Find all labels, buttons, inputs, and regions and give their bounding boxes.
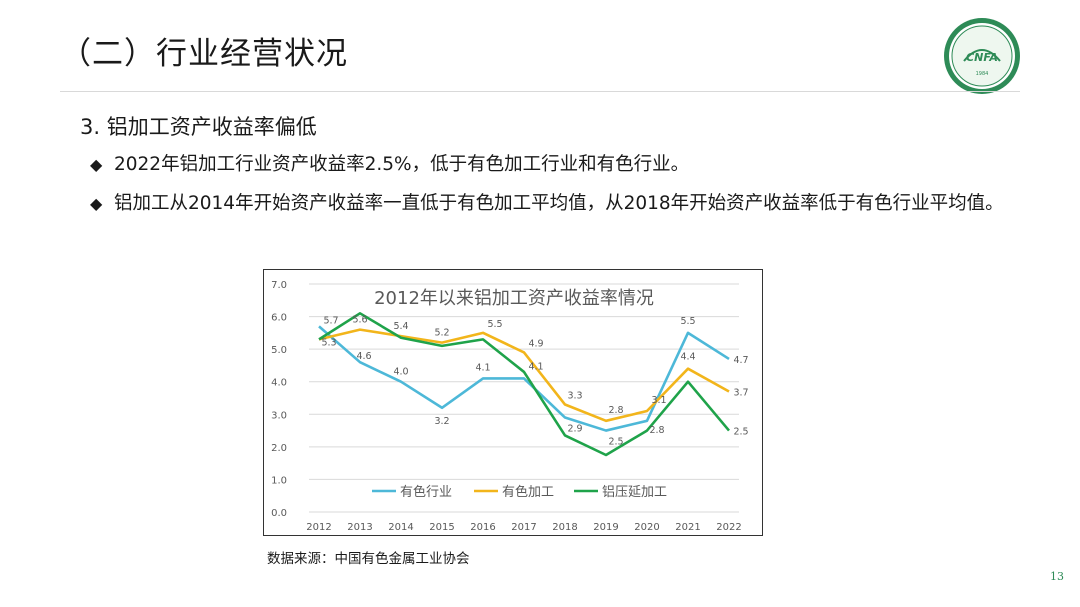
data-label: 5.7 [323, 315, 338, 326]
chart-title: 2012年以来铝加工资产收益率情况 [374, 288, 654, 309]
x-tick-label: 2020 [634, 522, 659, 533]
y-tick-label: 0.0 [271, 508, 287, 519]
y-tick-label: 5.0 [271, 345, 287, 356]
data-label: 5.5 [487, 319, 502, 330]
data-label: 2.9 [567, 424, 582, 435]
data-label: 4.0 [393, 367, 408, 378]
x-tick-label: 2015 [429, 522, 454, 533]
series-line-3 [318, 312, 730, 457]
x-tick-label: 2019 [593, 522, 618, 533]
data-label: 4.7 [733, 355, 748, 366]
data-label: 2.5 [733, 427, 748, 438]
data-label: 4.4 [680, 352, 695, 363]
data-label: 5.4 [393, 321, 408, 332]
x-tick-label: 2022 [716, 522, 741, 533]
logo-text: CNFA [966, 51, 998, 64]
data-label: 3.7 [733, 387, 748, 398]
slide-title: （二）行业经营状况 [60, 36, 348, 72]
x-tick-label: 2018 [552, 522, 577, 533]
data-label: 2.8 [649, 425, 664, 436]
series-line-2 [318, 328, 730, 423]
y-tick-label: 2.0 [271, 443, 287, 454]
bullet-item: ◆ 铝加工从2014年开始资产收益率一直低于有色加工平均值，从2018年开始资产收… [90, 186, 1020, 222]
y-tick-label: 3.0 [271, 410, 287, 421]
y-tick-label: 1.0 [271, 475, 287, 486]
page-number: 13 [1050, 570, 1064, 583]
data-source: 数据来源：中国有色金属工业协会 [267, 551, 470, 567]
chart-canvas: 0.0 1.0 2.0 3.0 4.0 5.0 6.0 7.0 2012 2013 2014 2015… [271, 280, 748, 533]
diamond-bullet-icon: ◆ [90, 194, 103, 213]
bullet-text: 2022年铝加工行业资产收益率2.5%，低于有色加工行业和有色行业。 [114, 154, 690, 175]
legend-label: 有色行业 [400, 484, 452, 500]
x-tick-label: 2016 [470, 522, 495, 533]
line-chart: 0.0 1.0 2.0 3.0 4.0 5.0 6.0 7.0 2012 2013 2014 2015… [263, 269, 763, 536]
x-tick-label: 2017 [511, 522, 536, 533]
data-label: 5.6 [352, 315, 367, 326]
data-label: 2.5 [608, 437, 623, 448]
data-label: 2.8 [608, 405, 623, 416]
data-label: 4.1 [528, 361, 543, 372]
x-tick-label: 2013 [347, 522, 372, 533]
y-tick-label: 7.0 [271, 280, 287, 291]
logo-year: 1984 [976, 71, 989, 77]
data-label: 4.9 [528, 338, 543, 349]
title-divider [60, 91, 1020, 92]
data-label: 5.2 [434, 328, 449, 339]
data-label: 3.2 [434, 416, 449, 427]
bullet-text: 铝加工从2014年开始资产收益率一直低于有色加工平均值，从2018年开始资产收益… [114, 193, 1004, 214]
x-tick-label: 2012 [306, 522, 331, 533]
data-label: 4.1 [475, 362, 490, 373]
data-label: 5.3 [321, 337, 336, 348]
y-tick-label: 6.0 [271, 313, 287, 324]
section-subtitle: 3. 铝加工资产收益率偏低 [80, 115, 317, 139]
y-tick-label: 4.0 [271, 378, 287, 389]
cnfa-logo: CNFA 1984 [944, 18, 1020, 94]
legend-label: 铝压延加工 [602, 485, 667, 500]
bullet-item: ◆ 2022年铝加工行业资产收益率2.5%，低于有色加工行业和有色行业。 [90, 147, 1020, 183]
data-label: 4.6 [356, 351, 371, 362]
x-tick-label: 2021 [675, 522, 700, 533]
data-label: 3.1 [651, 395, 666, 406]
legend-label: 有色加工 [502, 484, 554, 500]
x-tick-label: 2014 [388, 522, 413, 533]
data-label: 5.5 [680, 316, 695, 327]
series-line-1 [318, 325, 730, 432]
data-label: 3.3 [567, 391, 582, 402]
diamond-bullet-icon: ◆ [90, 155, 103, 174]
